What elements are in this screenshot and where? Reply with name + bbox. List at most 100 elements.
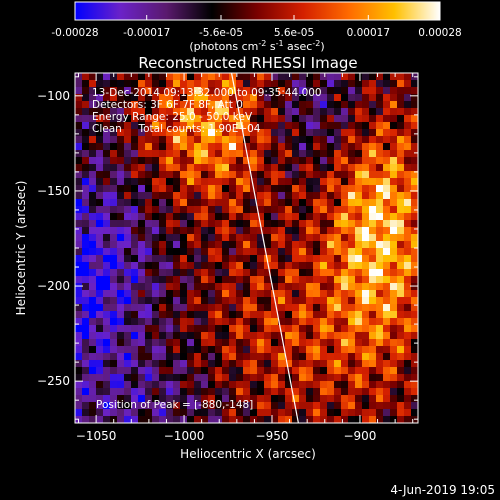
- heatmap-cell: [250, 150, 257, 157]
- heatmap-cell: [348, 171, 355, 178]
- heatmap-cell: [355, 220, 362, 227]
- heatmap-cell: [194, 136, 201, 143]
- heatmap-cell: [243, 360, 250, 367]
- heatmap-cell: [229, 339, 236, 346]
- heatmap-cell: [411, 171, 418, 178]
- heatmap-cell: [117, 108, 124, 115]
- heatmap-cell: [187, 262, 194, 269]
- heatmap-cell: [383, 80, 390, 87]
- heatmap-cell: [215, 402, 222, 409]
- heatmap-cell: [383, 346, 390, 353]
- heatmap-cell: [404, 290, 411, 297]
- heatmap-cell: [243, 339, 250, 346]
- heatmap-cell: [278, 108, 285, 115]
- heatmap-cell: [320, 255, 327, 262]
- heatmap-cell: [334, 318, 341, 325]
- heatmap-cell: [355, 143, 362, 150]
- heatmap-cell: [180, 339, 187, 346]
- heatmap-cell: [257, 304, 264, 311]
- heatmap-cell: [390, 185, 397, 192]
- heatmap-cell: [278, 136, 285, 143]
- heatmap-cell: [397, 241, 404, 248]
- heatmap-cell: [82, 185, 89, 192]
- heatmap-cell: [208, 199, 215, 206]
- heatmap-cell: [173, 220, 180, 227]
- heatmap-cell: [411, 136, 418, 143]
- heatmap-cell: [320, 115, 327, 122]
- heatmap-cell: [117, 178, 124, 185]
- heatmap-cell: [152, 374, 159, 381]
- heatmap-cell: [397, 143, 404, 150]
- heatmap-cell: [257, 416, 264, 423]
- heatmap-cell: [250, 80, 257, 87]
- heatmap-cell: [75, 164, 82, 171]
- heatmap-cell: [208, 213, 215, 220]
- heatmap-cell: [355, 108, 362, 115]
- heatmap-cell: [334, 171, 341, 178]
- heatmap-cell: [411, 262, 418, 269]
- heatmap-cell: [145, 388, 152, 395]
- heatmap-cell: [327, 346, 334, 353]
- heatmap-cell: [257, 171, 264, 178]
- heatmap-cell: [110, 220, 117, 227]
- heatmap-cell: [75, 234, 82, 241]
- heatmap-cell: [243, 101, 250, 108]
- colorbar: -0.00028 -0.00017 -5.6e-05 5.6e-05 0.00017 0.…: [51, 1, 462, 53]
- heatmap-cell: [411, 199, 418, 206]
- heatmap-cell: [264, 269, 271, 276]
- heatmap-cell: [236, 73, 243, 80]
- heatmap-cell: [264, 416, 271, 423]
- heatmap-cell: [243, 234, 250, 241]
- heatmap-cell: [390, 150, 397, 157]
- heatmap-cell: [327, 360, 334, 367]
- heatmap-cell: [292, 178, 299, 185]
- heatmap-cell: [110, 276, 117, 283]
- heatmap-cell: [278, 276, 285, 283]
- heatmap-cell: [194, 199, 201, 206]
- heatmap-cell: [187, 122, 194, 129]
- heatmap-cell: [243, 255, 250, 262]
- heatmap-cell: [173, 381, 180, 388]
- heatmap-cell: [236, 101, 243, 108]
- heatmap-cell: [75, 304, 82, 311]
- heatmap-cell: [397, 199, 404, 206]
- heatmap-cell: [243, 185, 250, 192]
- heatmap-cell: [264, 213, 271, 220]
- heatmap-cell: [82, 143, 89, 150]
- heatmap-cell: [278, 227, 285, 234]
- heatmap-cell: [173, 164, 180, 171]
- heatmap-cell: [404, 339, 411, 346]
- heatmap-cell: [208, 304, 215, 311]
- heatmap-cell: [306, 332, 313, 339]
- heatmap-cell: [173, 276, 180, 283]
- heatmap-cell: [208, 374, 215, 381]
- heatmap-cell: [257, 402, 264, 409]
- heatmap-cell: [89, 185, 96, 192]
- heatmap-cell: [243, 290, 250, 297]
- heatmap-cell: [180, 178, 187, 185]
- heatmap-cell: [313, 353, 320, 360]
- heatmap-cell: [306, 409, 313, 416]
- heatmap-cell: [369, 332, 376, 339]
- heatmap-cell: [299, 402, 306, 409]
- heatmap-cell: [369, 402, 376, 409]
- heatmap-cell: [250, 262, 257, 269]
- heatmap-cell: [124, 115, 131, 122]
- heatmap-cell: [166, 325, 173, 332]
- heatmap-cell: [404, 367, 411, 374]
- heatmap-cell: [117, 129, 124, 136]
- heatmap-cell: [159, 206, 166, 213]
- heatmap-cell: [222, 143, 229, 150]
- heatmap-cell: [299, 290, 306, 297]
- heatmap-cell: [82, 248, 89, 255]
- heatmap-cell: [383, 150, 390, 157]
- heatmap-cell: [376, 395, 383, 402]
- heatmap-cell: [341, 353, 348, 360]
- heatmap-cell: [138, 339, 145, 346]
- heatmap-cell: [362, 129, 369, 136]
- heatmap-cell: [320, 283, 327, 290]
- heatmap-cell: [187, 227, 194, 234]
- heatmap-cell: [124, 227, 131, 234]
- heatmap-cell: [138, 255, 145, 262]
- heatmap-cell: [82, 283, 89, 290]
